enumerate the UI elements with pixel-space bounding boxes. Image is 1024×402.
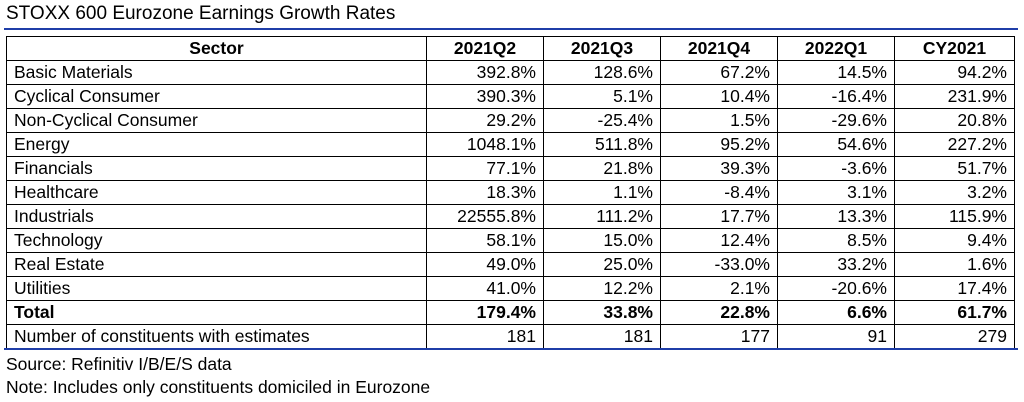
- value-cell: 12.4%: [660, 228, 778, 253]
- constituents-label: Number of constituents with estimates: [6, 324, 427, 349]
- value-cell: 51.7%: [894, 156, 1015, 181]
- page-title: STOXX 600 Eurozone Earnings Growth Rates: [6, 3, 396, 24]
- header-sector: Sector: [6, 36, 427, 61]
- sector-cell: Industrials: [6, 204, 427, 229]
- value-cell: 511.8%: [543, 132, 661, 157]
- value-cell: 8.5%: [777, 228, 895, 253]
- value-cell: 227.2%: [894, 132, 1015, 157]
- value-cell: 18.3%: [426, 180, 544, 205]
- value-cell: 15.0%: [543, 228, 661, 253]
- total-label: Total: [6, 300, 427, 325]
- value-cell: 17.7%: [660, 204, 778, 229]
- sector-cell: Financials: [6, 156, 427, 181]
- table-header-row: Sector 2021Q2 2021Q3 2021Q4 2022Q1 CY202…: [6, 36, 1015, 61]
- value-cell: 29.2%: [426, 108, 544, 133]
- value-cell: 22555.8%: [426, 204, 544, 229]
- sector-cell: Cyclical Consumer: [6, 84, 427, 109]
- sector-cell: Utilities: [6, 276, 427, 301]
- sector-cell: Technology: [6, 228, 427, 253]
- value-cell: 3.2%: [894, 180, 1015, 205]
- value-cell: 17.4%: [894, 276, 1015, 301]
- sector-cell: Healthcare: [6, 180, 427, 205]
- source-note: Source: Refinitiv I/B/E/S data: [6, 354, 232, 374]
- value-cell: 58.1%: [426, 228, 544, 253]
- value-cell: 390.3%: [426, 84, 544, 109]
- constituents-count-cell: 177: [660, 324, 778, 349]
- value-cell: 39.3%: [660, 156, 778, 181]
- value-cell: 33.2%: [777, 252, 895, 277]
- value-cell: 1048.1%: [426, 132, 544, 157]
- value-cell: 21.8%: [543, 156, 661, 181]
- value-cell: 54.6%: [777, 132, 895, 157]
- table-row: Industrials 22555.8% 111.2% 17.7% 13.3% …: [6, 204, 1015, 229]
- table-row: Cyclical Consumer 390.3% 5.1% 10.4% -16.…: [6, 84, 1015, 109]
- constituents-count-cell: 91: [777, 324, 895, 349]
- constituents-count-cell: 181: [426, 324, 544, 349]
- value-cell: 9.4%: [894, 228, 1015, 253]
- value-cell: 10.4%: [660, 84, 778, 109]
- value-cell: 231.9%: [894, 84, 1015, 109]
- value-cell: 41.0%: [426, 276, 544, 301]
- value-cell: 5.1%: [543, 84, 661, 109]
- value-cell: 12.2%: [543, 276, 661, 301]
- table-row: Non-Cyclical Consumer 29.2% -25.4% 1.5% …: [6, 108, 1015, 133]
- earnings-growth-table: Sector 2021Q2 2021Q3 2021Q4 2022Q1 CY202…: [6, 36, 1015, 349]
- value-cell: 49.0%: [426, 252, 544, 277]
- value-cell: 2.1%: [660, 276, 778, 301]
- constituents-row: Number of constituents with estimates 18…: [6, 324, 1015, 349]
- value-cell: 94.2%: [894, 60, 1015, 85]
- value-cell: 25.0%: [543, 252, 661, 277]
- value-cell: -25.4%: [543, 108, 661, 133]
- value-cell: -33.0%: [660, 252, 778, 277]
- table-row: Technology 58.1% 15.0% 12.4% 8.5% 9.4%: [6, 228, 1015, 253]
- total-value-cell: 22.8%: [660, 300, 778, 325]
- top-rule: [4, 28, 1018, 30]
- sector-cell: Non-Cyclical Consumer: [6, 108, 427, 133]
- table-row: Financials 77.1% 21.8% 39.3% -3.6% 51.7%: [6, 156, 1015, 181]
- value-cell: 128.6%: [543, 60, 661, 85]
- bottom-rule: [4, 348, 1018, 350]
- header-cy2021: CY2021: [894, 36, 1015, 61]
- value-cell: 1.1%: [543, 180, 661, 205]
- header-2021q3: 2021Q3: [543, 36, 661, 61]
- value-cell: -8.4%: [660, 180, 778, 205]
- header-2022q1: 2022Q1: [777, 36, 895, 61]
- sector-cell: Basic Materials: [6, 60, 427, 85]
- table-row: Basic Materials 392.8% 128.6% 67.2% 14.5…: [6, 60, 1015, 85]
- total-value-cell: 179.4%: [426, 300, 544, 325]
- total-value-cell: 33.8%: [543, 300, 661, 325]
- value-cell: -29.6%: [777, 108, 895, 133]
- footnote: Note: Includes only constituents domicil…: [6, 377, 431, 397]
- value-cell: -16.4%: [777, 84, 895, 109]
- table-row: Utilities 41.0% 12.2% 2.1% -20.6% 17.4%: [6, 276, 1015, 301]
- constituents-count-cell: 279: [894, 324, 1015, 349]
- value-cell: 1.5%: [660, 108, 778, 133]
- value-cell: 1.6%: [894, 252, 1015, 277]
- header-2021q2: 2021Q2: [426, 36, 544, 61]
- value-cell: 14.5%: [777, 60, 895, 85]
- table-row: Energy 1048.1% 511.8% 95.2% 54.6% 227.2%: [6, 132, 1015, 157]
- value-cell: 111.2%: [543, 204, 661, 229]
- sector-cell: Real Estate: [6, 252, 427, 277]
- value-cell: 20.8%: [894, 108, 1015, 133]
- value-cell: 67.2%: [660, 60, 778, 85]
- total-value-cell: 6.6%: [777, 300, 895, 325]
- sector-cell: Energy: [6, 132, 427, 157]
- header-2021q4: 2021Q4: [660, 36, 778, 61]
- table-row: Healthcare 18.3% 1.1% -8.4% 3.1% 3.2%: [6, 180, 1015, 205]
- value-cell: -3.6%: [777, 156, 895, 181]
- value-cell: 3.1%: [777, 180, 895, 205]
- value-cell: -20.6%: [777, 276, 895, 301]
- value-cell: 115.9%: [894, 204, 1015, 229]
- value-cell: 392.8%: [426, 60, 544, 85]
- constituents-count-cell: 181: [543, 324, 661, 349]
- value-cell: 77.1%: [426, 156, 544, 181]
- table-row: Real Estate 49.0% 25.0% -33.0% 33.2% 1.6…: [6, 252, 1015, 277]
- total-value-cell: 61.7%: [894, 300, 1015, 325]
- total-row: Total 179.4% 33.8% 22.8% 6.6% 61.7%: [6, 300, 1015, 325]
- value-cell: 13.3%: [777, 204, 895, 229]
- value-cell: 95.2%: [660, 132, 778, 157]
